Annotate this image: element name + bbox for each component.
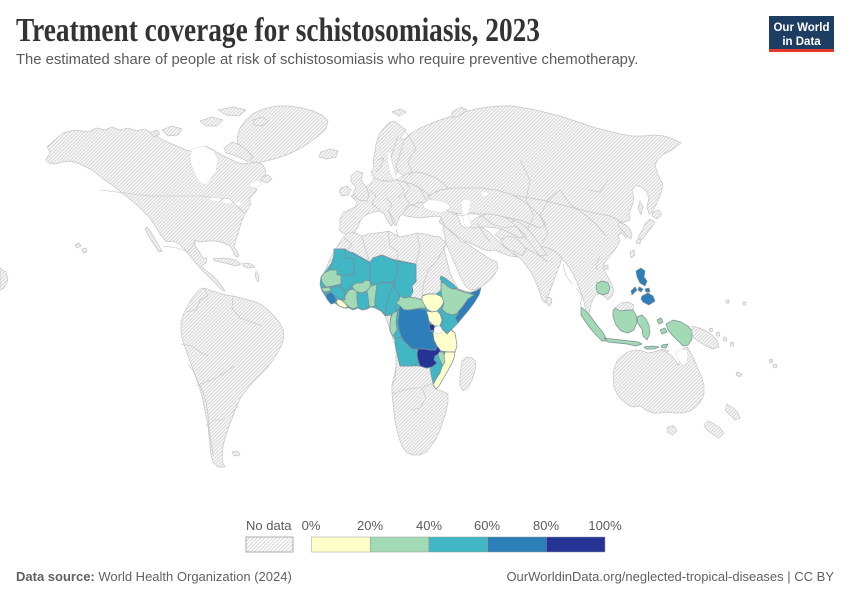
svg-text:40%: 40% <box>416 518 442 533</box>
svg-text:100%: 100% <box>588 518 622 533</box>
svg-text:No data: No data <box>246 518 292 533</box>
svg-text:60%: 60% <box>474 518 500 533</box>
svg-text:0%: 0% <box>302 518 321 533</box>
svg-text:20%: 20% <box>357 518 383 533</box>
svg-text:80%: 80% <box>533 518 559 533</box>
